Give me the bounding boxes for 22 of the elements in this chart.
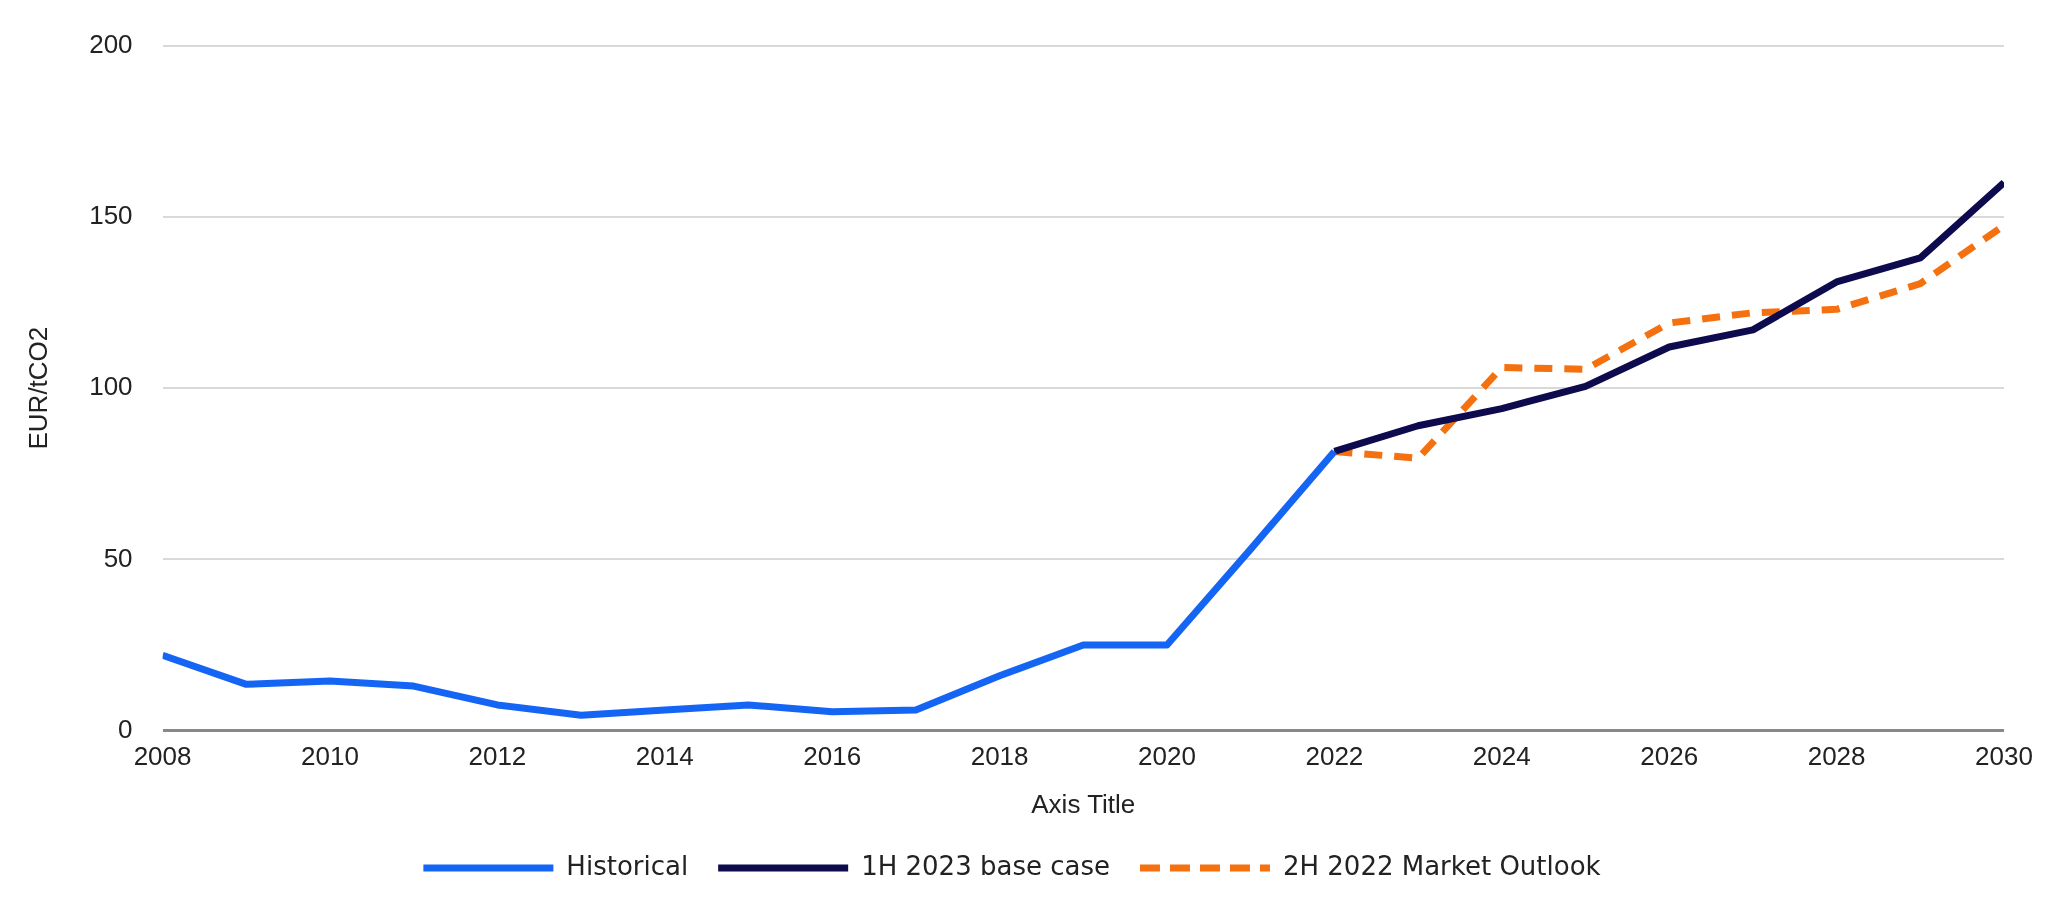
x-tick-label: 2022	[1305, 741, 1364, 772]
x-tick-label: 2018	[970, 741, 1029, 772]
legend-label: 1H 2023 base case	[861, 850, 1110, 881]
x-tick-label: 2026	[1640, 741, 1699, 772]
y-tick-label: 100	[89, 371, 133, 402]
x-tick-label: 2012	[468, 741, 527, 772]
x-tick-label: 2008	[133, 741, 192, 772]
x-axis-title: Axis Title	[1031, 788, 1136, 819]
y-axis-title: EUR/tCO2	[22, 326, 53, 450]
legend-label: Historical	[566, 850, 689, 881]
y-tick-label: 0	[118, 713, 133, 744]
x-tick-label: 2014	[635, 741, 694, 772]
x-tick-label: 2016	[803, 741, 862, 772]
y-tick-label: 150	[89, 200, 133, 231]
y-tick-label: 200	[89, 28, 133, 59]
y-tick-label: 50	[103, 542, 133, 573]
x-tick-label: 2024	[1472, 741, 1531, 772]
x-tick-label: 2020	[1138, 741, 1196, 772]
x-tick-label: 2030	[1975, 741, 2033, 772]
legend-label: 2H 2022 Market Outlook	[1282, 850, 1601, 881]
x-tick-label: 2010	[301, 741, 359, 772]
x-tick-label: 2028	[1807, 741, 1866, 772]
